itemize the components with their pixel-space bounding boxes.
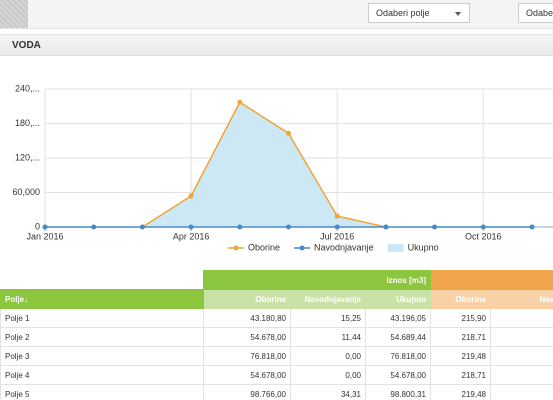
table-row: Polje 4 54.678,00 0,00 54.678,00 218,71 (0, 365, 553, 385)
x-tick-label: Jul 2016 (320, 231, 354, 241)
cell: 98.800,31 (365, 384, 431, 400)
cell: 76.818,00 (203, 346, 291, 366)
select-field[interactable]: Odaberi polje (518, 3, 553, 23)
data-point (480, 224, 486, 230)
column-header: Oborine (203, 289, 291, 309)
cell: 54.678,00 (203, 365, 291, 385)
row-label: Polje 3 (0, 346, 204, 366)
cell (490, 384, 553, 400)
legend-swatch (233, 245, 239, 251)
dropdown-arrow (455, 12, 461, 16)
select-label: Odaberi polje (526, 8, 553, 18)
y-tick-label: 240,... (15, 83, 40, 93)
cell (490, 365, 553, 385)
cell: 43.196,05 (365, 308, 431, 328)
x-tick-label: Jan 2016 (26, 231, 63, 241)
select-label: Odaberi polje (376, 8, 430, 18)
data-point (286, 224, 291, 230)
cell: 215,90 (430, 308, 491, 328)
legend-swatch (387, 244, 404, 252)
data-table: Iznos [m3] Polje↓ Oborine Navodnjavanje Ukup… (0, 270, 553, 400)
chart: 0 60,000 120,... 180,... 240,... Jan 2016 Apr … (12, 83, 553, 252)
data-point (91, 224, 97, 230)
data-point (237, 99, 243, 105)
row-label: Polje 4 (0, 365, 204, 385)
y-tick-label: 60,000 (12, 187, 40, 197)
legend-item: Ukupno (387, 242, 439, 252)
cell (490, 308, 553, 328)
series-line (141, 101, 387, 228)
x-tick-label: Oct 2016 (465, 231, 502, 241)
cell: 54.689,44 (365, 327, 431, 347)
cell: 43.180,80 (203, 308, 291, 328)
top-bar: Odaberi polje Odaberi polje (0, 0, 553, 29)
cell: 54.678,00 (365, 365, 431, 385)
legend-item: Oborine (228, 242, 280, 252)
table-row: Polje 5 98.766,00 34,31 98.800,31 219,48 (0, 384, 553, 400)
legend-swatch (299, 245, 305, 251)
y-tick-label: 0 (35, 221, 40, 231)
cell (490, 327, 553, 347)
cell: 219,48 (430, 384, 491, 400)
cell: 0,00 (290, 346, 366, 366)
data-point (383, 224, 389, 230)
logo[interactable] (0, 0, 28, 28)
cell: 218,71 (430, 365, 491, 385)
header-row: Iznos [m3] (1, 270, 553, 290)
group-header: Iznos [m3] (203, 270, 431, 290)
table-row: Polje 2 54.678,00 11,44 54.689,44 218,71 (0, 327, 553, 347)
legend-label: Navodnjavanje (314, 242, 374, 252)
table-row: Polje 1 43.180,80 15,25 43.196,05 215,90 (0, 308, 553, 328)
cell: 0,00 (290, 365, 366, 385)
legend-label: Oborine (248, 242, 280, 252)
column-header: Navodnjavanje (490, 289, 553, 309)
series-area (142, 102, 386, 227)
column-header: Oborine (430, 289, 491, 309)
column-header: Navodnjavanje (290, 289, 366, 309)
data-point (334, 213, 340, 219)
cell: 219,48 (430, 346, 491, 366)
cell: 15,25 (290, 308, 366, 328)
cell: 54.678,00 (203, 327, 291, 347)
legend-label: Ukupno (408, 242, 439, 252)
row-label: Polje 5 (0, 384, 204, 400)
y-tick-label: 120,... (15, 152, 40, 162)
x-tick-label: Apr 2016 (173, 231, 210, 241)
data-point (432, 224, 438, 230)
cell (490, 346, 553, 366)
data-point (286, 130, 291, 136)
column-header: Ukupno (365, 289, 431, 309)
data-point (529, 224, 535, 230)
table-row: Polje 3 76.818,00 0,00 76.818,00 219,48 (0, 346, 553, 366)
data-point (334, 224, 340, 230)
cell: 98.766,00 (203, 384, 291, 400)
y-tick-label: 180,... (15, 118, 40, 128)
cell: 34,31 (290, 384, 366, 400)
data-point (188, 224, 194, 230)
legend-item: Navodnjavanje (294, 242, 374, 252)
table-body: Iznos [m3] Polje↓ Oborine Navodnjavanje Ukup… (0, 270, 553, 400)
data-point (237, 224, 243, 230)
row-label: Polje 1 (0, 308, 204, 328)
cell: 11,44 (290, 327, 366, 347)
row-label: Polje 2 (0, 327, 204, 347)
cell: 218,71 (430, 327, 491, 347)
select-field[interactable]: Odaberi polje (368, 3, 470, 23)
column-header: Polje↓ (0, 289, 204, 309)
data-point (139, 224, 145, 230)
group-header (430, 270, 553, 290)
cell: 76.818,00 (365, 346, 431, 366)
data-point (42, 224, 48, 230)
header-row: Polje↓ Oborine Navodnjavanje Ukupno Oborine N… (0, 289, 553, 309)
header-cell (1, 271, 204, 290)
data-point (188, 193, 194, 199)
section-header: VODA (0, 34, 553, 56)
